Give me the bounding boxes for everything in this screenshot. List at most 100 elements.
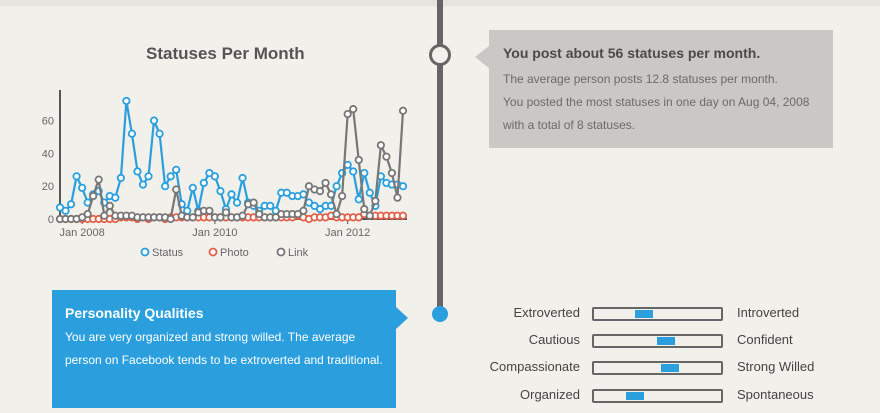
data-point-status xyxy=(127,129,137,138)
trait-bar xyxy=(592,334,723,348)
trait-right-label: Spontaneous xyxy=(737,387,814,402)
data-point-status xyxy=(238,173,247,183)
data-point-link xyxy=(360,205,369,214)
trait-marker xyxy=(635,310,653,318)
y-tick-label: 60 xyxy=(42,116,54,128)
data-point-status xyxy=(188,183,197,192)
data-point-status xyxy=(365,188,374,197)
y-tick-label: 20 xyxy=(42,181,54,193)
personality-title: Personality Qualities xyxy=(65,305,204,321)
data-point-status xyxy=(332,182,341,191)
stats-callout: You post about 56 statuses per month. Th… xyxy=(475,30,833,148)
data-point-status xyxy=(144,172,153,181)
legend-label-link: Link xyxy=(288,247,309,259)
legend-marker-status xyxy=(140,247,150,257)
data-point-link xyxy=(343,109,352,119)
y-tick-label: 0 xyxy=(48,214,54,226)
trait-bar xyxy=(592,389,723,403)
statuses-chart: 0 20 40 60 Jan 2008 Jan 2010 Jan 2012 Status Pho… xyxy=(42,90,408,259)
data-point-status xyxy=(116,173,125,183)
data-point-status xyxy=(199,178,208,188)
data-point-link xyxy=(188,213,197,222)
stats-line-1: The average person posts 12.8 statuses p… xyxy=(503,72,778,86)
personality-callout: Personality Qualities You are very organ… xyxy=(52,290,408,408)
data-point-link xyxy=(365,211,374,220)
stats-text: The average person posts 12.8 statuses p… xyxy=(503,68,823,137)
data-point-link xyxy=(332,209,341,219)
data-point-link xyxy=(205,206,214,215)
data-point-status xyxy=(166,172,175,181)
data-point-status xyxy=(183,206,192,215)
stats-headline: You post about 56 statuses per month. xyxy=(503,45,761,61)
data-point-status xyxy=(398,182,408,191)
data-point-link xyxy=(376,141,385,150)
chart-title: Statuses Per Month xyxy=(146,44,305,63)
data-point-link xyxy=(354,155,363,165)
data-point-link xyxy=(393,193,402,202)
trait-left-label: Extroverted xyxy=(513,305,580,320)
data-point-link xyxy=(105,201,114,210)
x-tick-label: Jan 2008 xyxy=(59,227,104,239)
data-point-link xyxy=(315,187,325,196)
data-point-status xyxy=(360,168,369,178)
data-point-link xyxy=(94,175,103,184)
data-point-link xyxy=(249,198,258,207)
y-tick-label: 40 xyxy=(42,148,54,160)
trait-row-compassionate: Compassionate Strong Willed xyxy=(460,358,870,378)
data-point-link xyxy=(382,152,391,161)
data-point-link xyxy=(387,168,397,178)
data-point-status xyxy=(227,190,236,199)
trait-marker xyxy=(657,337,675,345)
data-point-status xyxy=(172,165,181,174)
x-tick-label: Jan 2010 xyxy=(192,227,237,239)
data-point-status xyxy=(122,96,131,106)
legend-marker-photo xyxy=(208,247,218,257)
data-point-status xyxy=(349,167,358,176)
data-point-link xyxy=(83,209,92,219)
timeline-node xyxy=(429,44,451,66)
trait-right-label: Strong Willed xyxy=(737,359,815,374)
timeline-line xyxy=(437,0,443,314)
stats-line-2: You posted the most statuses in one day … xyxy=(503,95,810,132)
data-point-status xyxy=(354,195,363,204)
data-point-link xyxy=(349,105,358,114)
data-point-photo xyxy=(398,211,408,220)
data-point-status xyxy=(111,193,120,202)
data-point-status xyxy=(78,183,87,192)
legend-marker-link xyxy=(276,247,286,257)
data-point-status xyxy=(138,180,148,189)
trait-marker xyxy=(626,392,644,400)
data-point-status xyxy=(149,116,159,125)
data-point-status xyxy=(66,200,76,209)
data-point-link xyxy=(238,211,247,220)
data-point-link xyxy=(338,191,347,201)
trait-bar xyxy=(592,361,723,375)
data-point-status xyxy=(216,187,225,196)
data-point-link xyxy=(100,211,109,220)
trait-right-label: Confident xyxy=(737,332,793,347)
data-point-status xyxy=(266,201,275,210)
trait-left-label: Organized xyxy=(520,387,580,402)
data-point-status xyxy=(155,129,164,138)
data-point-link xyxy=(216,213,225,222)
timeline-dot-blue xyxy=(432,306,448,322)
personality-text: You are very organized and strong willed… xyxy=(65,330,383,367)
legend-label-photo: Photo xyxy=(220,247,249,259)
data-point-link xyxy=(166,214,175,224)
data-point-status xyxy=(161,182,170,191)
data-point-link xyxy=(172,185,181,194)
data-point-link xyxy=(89,191,98,201)
data-point-status xyxy=(72,172,81,181)
data-point-status xyxy=(210,172,220,181)
data-point-status xyxy=(133,167,142,176)
trait-marker xyxy=(661,364,679,372)
data-point-link xyxy=(221,208,231,217)
data-point-link xyxy=(326,190,336,199)
x-tick-label: Jan 2012 xyxy=(325,227,370,239)
legend-label-status: Status xyxy=(152,247,184,259)
trait-row-extroverted: Extroverted Introverted xyxy=(460,304,870,324)
data-point-status xyxy=(232,198,242,207)
data-point-link xyxy=(299,206,308,215)
data-point-link xyxy=(371,196,380,206)
trait-bar xyxy=(592,307,723,321)
